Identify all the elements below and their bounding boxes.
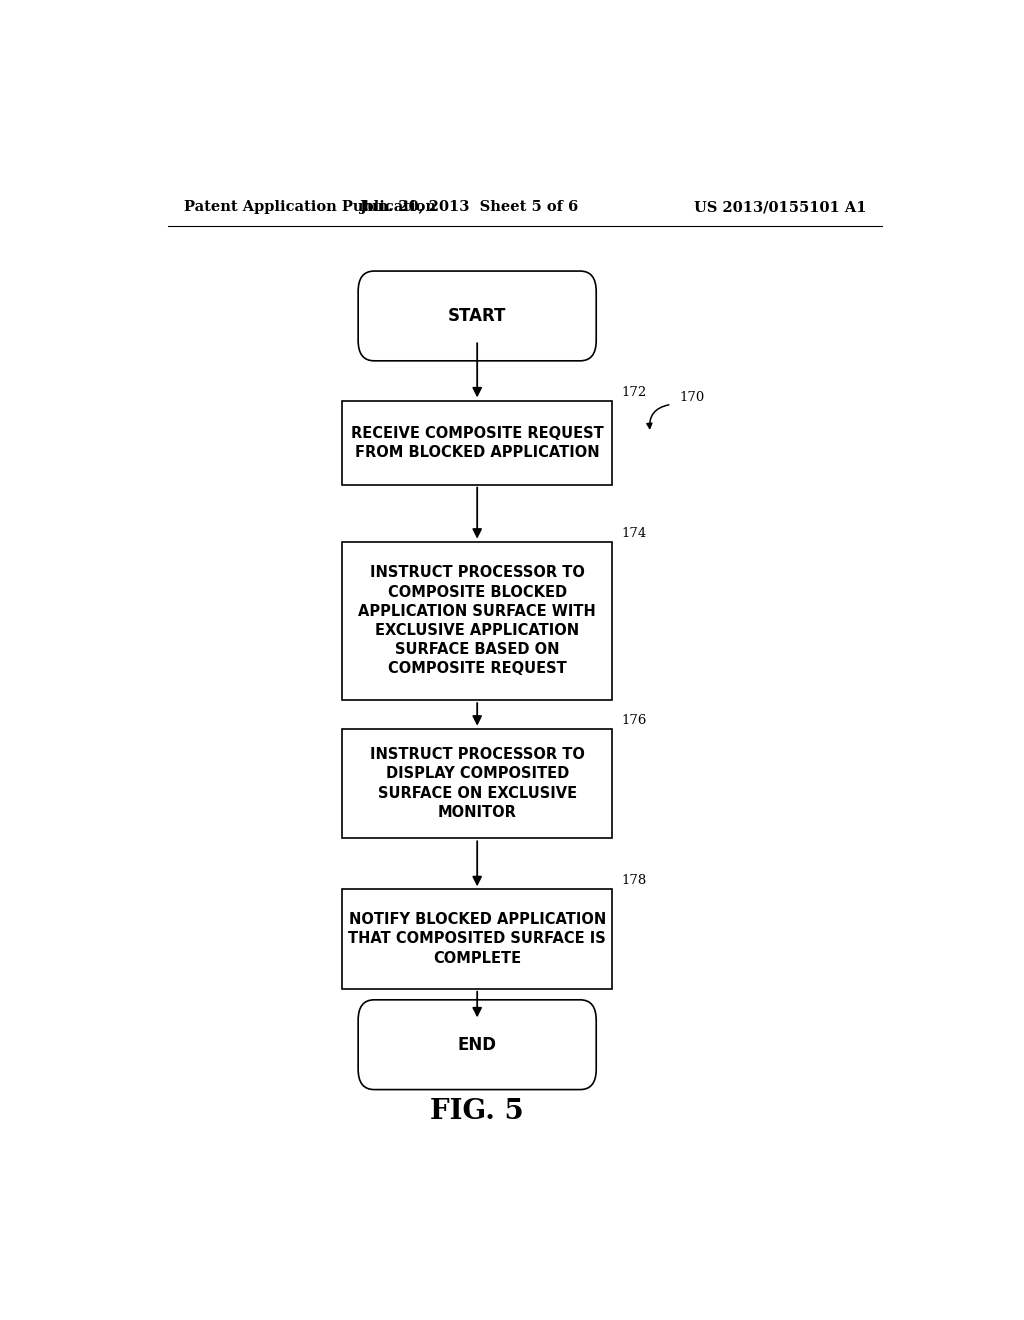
Text: Jun. 20, 2013  Sheet 5 of 6: Jun. 20, 2013 Sheet 5 of 6 [360,201,579,214]
FancyBboxPatch shape [358,271,596,360]
Text: START: START [447,308,507,325]
Text: Patent Application Publication: Patent Application Publication [183,201,435,214]
Text: 170: 170 [680,391,705,404]
Bar [342,890,612,989]
Bar [342,543,612,700]
Text: INSTRUCT PROCESSOR TO
DISPLAY COMPOSITED
SURFACE ON EXCLUSIVE
MONITOR: INSTRUCT PROCESSOR TO DISPLAY COMPOSITED… [370,747,585,820]
Text: 178: 178 [622,874,647,887]
Text: NOTIFY BLOCKED APPLICATION
THAT COMPOSITED SURFACE IS
COMPLETE: NOTIFY BLOCKED APPLICATION THAT COMPOSIT… [348,912,606,966]
Bar [342,401,612,484]
Text: FIG. 5: FIG. 5 [430,1098,524,1125]
Text: RECEIVE COMPOSITE REQUEST
FROM BLOCKED APPLICATION: RECEIVE COMPOSITE REQUEST FROM BLOCKED A… [351,426,603,461]
Text: END: END [458,1036,497,1053]
Text: US 2013/0155101 A1: US 2013/0155101 A1 [693,201,866,214]
FancyBboxPatch shape [358,999,596,1089]
Text: 176: 176 [622,714,647,726]
Bar [342,729,612,838]
Text: 172: 172 [622,387,647,399]
Text: 174: 174 [622,527,647,540]
Text: INSTRUCT PROCESSOR TO
COMPOSITE BLOCKED
APPLICATION SURFACE WITH
EXCLUSIVE APPLI: INSTRUCT PROCESSOR TO COMPOSITE BLOCKED … [358,565,596,676]
